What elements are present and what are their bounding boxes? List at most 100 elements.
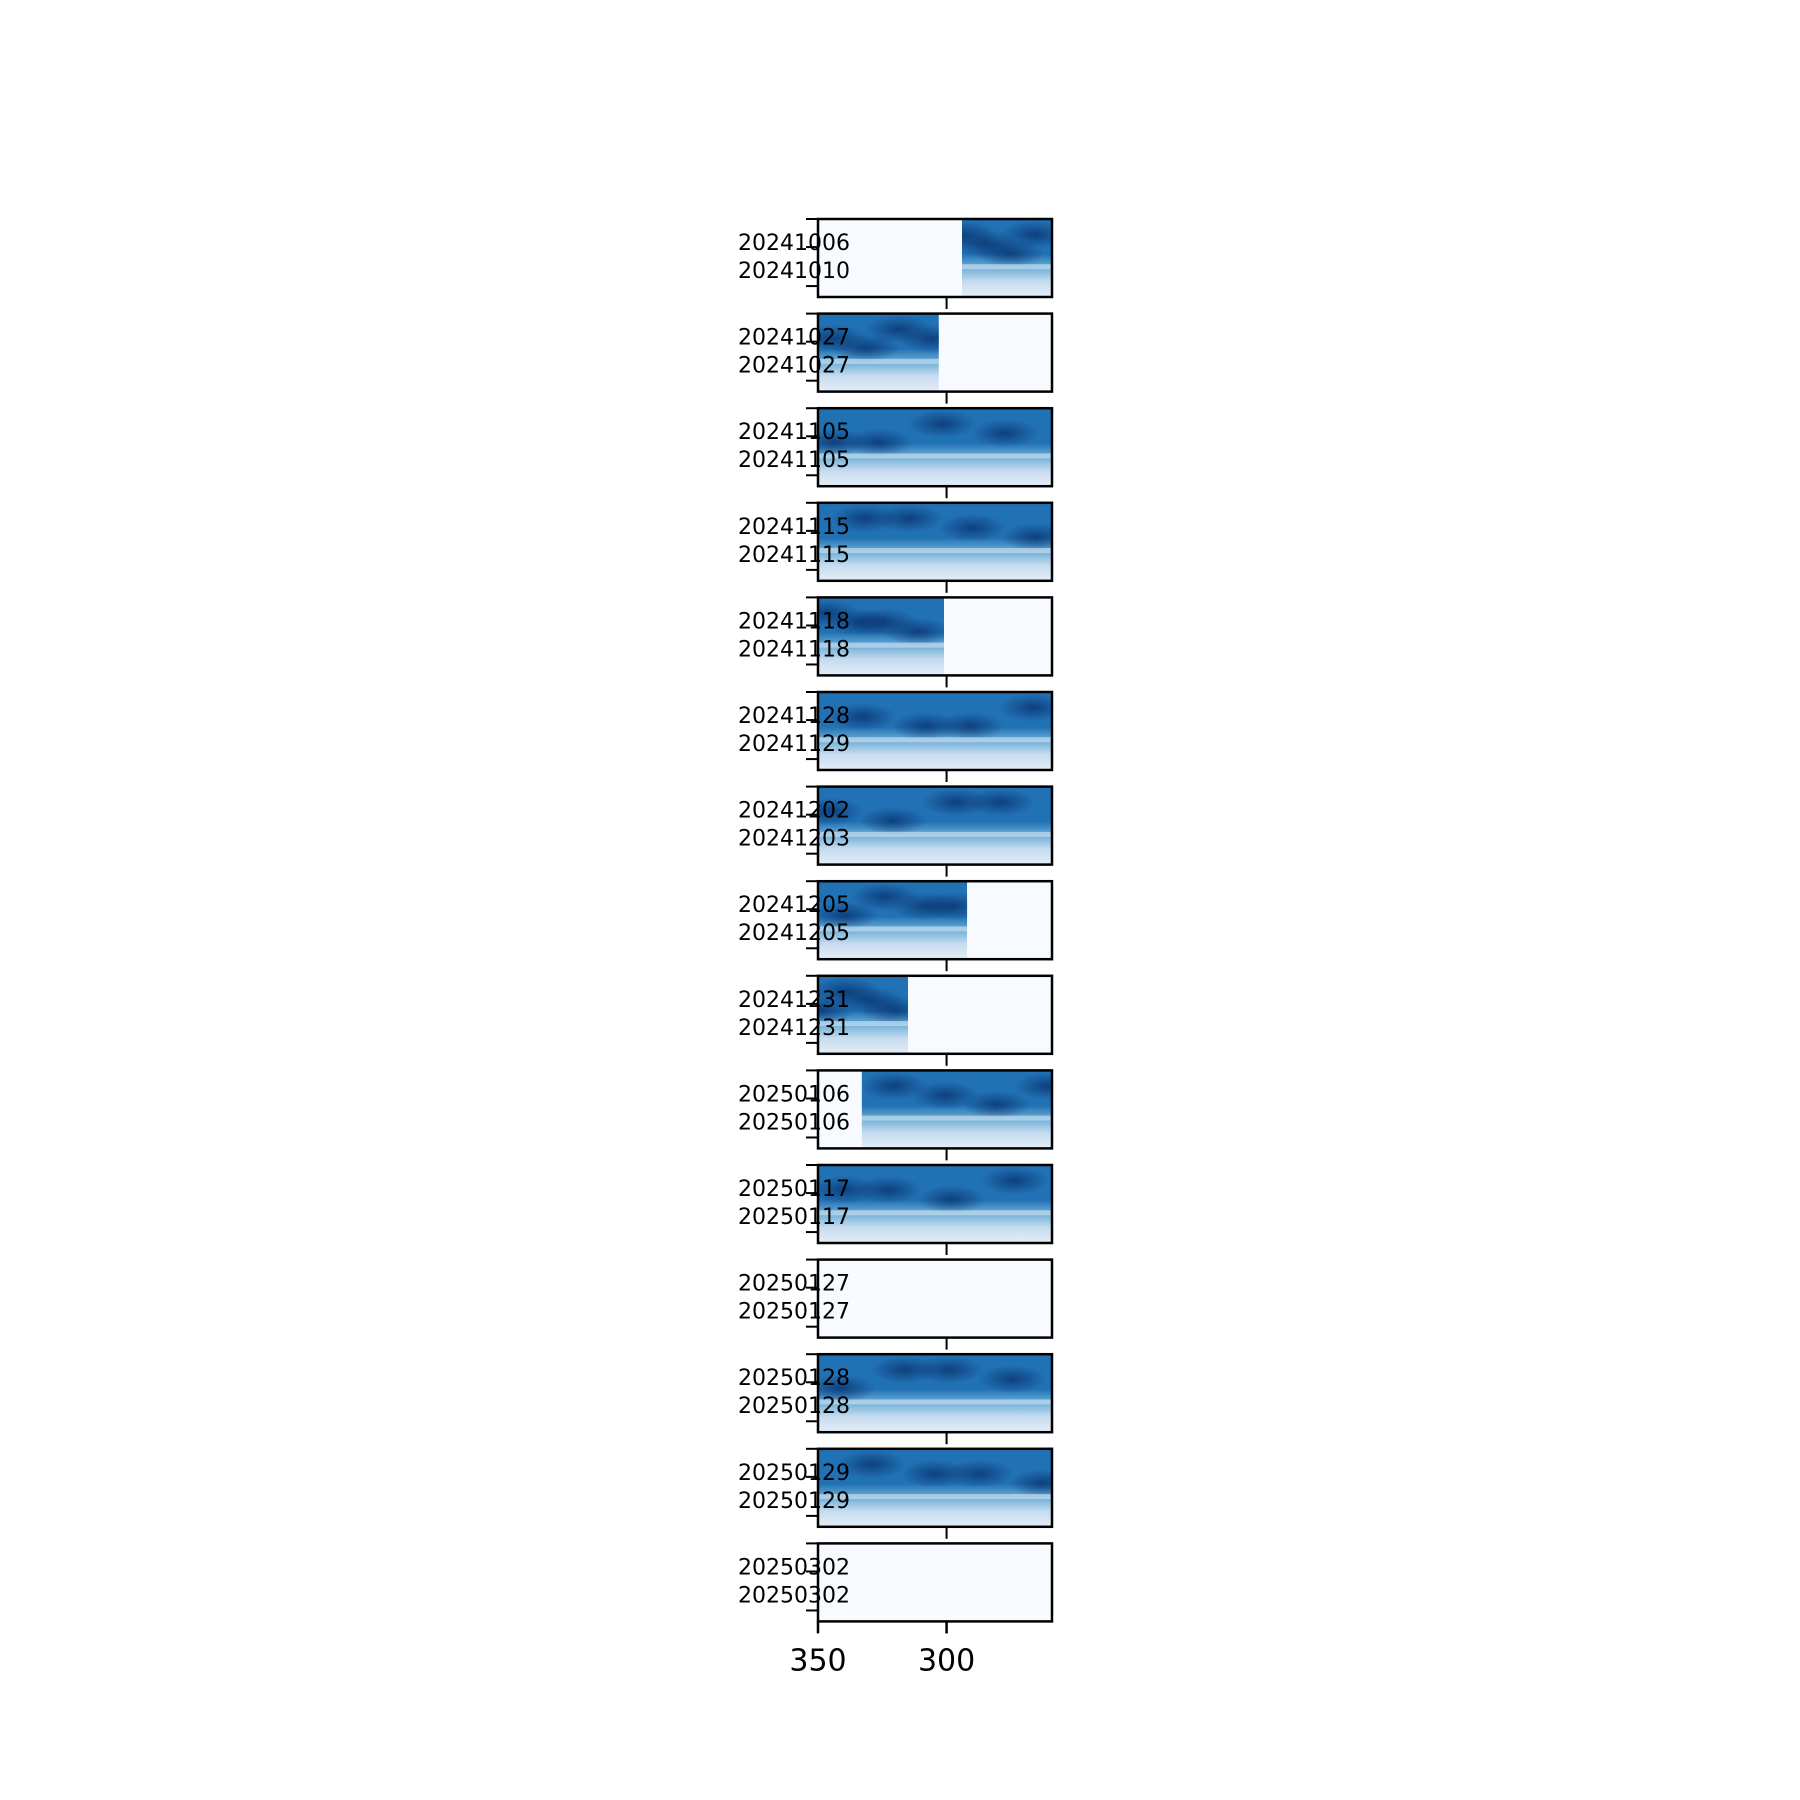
- heatmap-panel: 20241105 20241105: [738, 406, 1054, 499]
- end-date-label: 20241027: [738, 354, 850, 379]
- end-date-label: 20250117: [738, 1205, 850, 1230]
- panel-texture: [891, 712, 960, 741]
- panel-texture: [1008, 1469, 1052, 1498]
- panel-light-band: [818, 453, 1052, 459]
- end-date-label: 20241118: [738, 637, 850, 662]
- panel-light-band: [818, 548, 1052, 554]
- heatmap-panel: 20241202 20241203: [738, 785, 1054, 877]
- panel-frame: [816, 1258, 1054, 1339]
- panel-texture: [818, 901, 879, 930]
- panel-texture: [825, 608, 894, 637]
- start-date-label: 20241202: [738, 799, 850, 824]
- panel-light-band: [818, 1494, 1052, 1500]
- heatmap-panel: 20241006 20241010: [738, 217, 1054, 309]
- panel-light-band: [818, 1021, 908, 1027]
- heatmap-panel: 20241118 20241118: [738, 596, 1054, 688]
- end-date-label: 20241105: [738, 448, 850, 473]
- end-date-label: 20250129: [738, 1489, 850, 1514]
- panel-light-band: [818, 1210, 1052, 1216]
- start-date-label: 20250127: [738, 1272, 850, 1297]
- panel-texture: [971, 419, 1040, 448]
- end-date-label: 20241129: [738, 732, 850, 757]
- panel-light-band: [962, 264, 1052, 270]
- start-date-label: 20241118: [738, 609, 850, 634]
- panel-data-region: [818, 1448, 1052, 1527]
- end-date-label: 20241115: [738, 543, 850, 568]
- end-date-label: 20250302: [738, 1583, 850, 1608]
- panel-texture: [818, 797, 864, 826]
- panel-texture: [978, 1365, 1047, 1394]
- panel-texture: [1001, 523, 1052, 552]
- heatmap-panel: 20241231 20241231: [738, 974, 1054, 1066]
- end-date-label: 20250127: [738, 1300, 850, 1325]
- panel-light-band: [818, 926, 968, 932]
- panel-texture: [999, 693, 1052, 722]
- panel-frame: [816, 1069, 1054, 1150]
- panel-texture: [1000, 220, 1052, 249]
- end-date-label: 20241205: [738, 921, 850, 946]
- panel-data-region: [818, 408, 1052, 487]
- start-date-label: 20250128: [738, 1366, 850, 1391]
- panel-frame: [816, 312, 1054, 393]
- panel-data-region: [962, 219, 1052, 297]
- panel-data-region: [818, 786, 1052, 865]
- panel-data-region: [818, 975, 908, 1054]
- heatmap-panel: 20250127 20250127: [738, 1258, 1054, 1350]
- panel-texture: [938, 513, 1007, 542]
- panel-data-region: [818, 597, 944, 676]
- panel-light-band: [861, 1115, 1052, 1121]
- start-date-label: 20241128: [738, 704, 850, 729]
- start-date-label: 20250106: [738, 1082, 850, 1107]
- x-axis-tick-label: 350: [789, 1643, 846, 1678]
- end-date-label: 20241231: [738, 1016, 850, 1041]
- panel-texture: [818, 428, 869, 457]
- heatmap-panel: 20250302 20250302: [738, 1542, 1054, 1634]
- panel-light-band: [818, 358, 939, 364]
- panel-frame: [816, 974, 1054, 1056]
- panel-frame: [816, 879, 1054, 961]
- heatmap-panel: 20250128 20250128: [738, 1352, 1054, 1445]
- heatmap-panel: 20241128 20241129: [738, 690, 1054, 782]
- panel-texture: [858, 806, 927, 835]
- panel-texture: [830, 504, 899, 533]
- start-date-label: 20241027: [738, 326, 850, 351]
- panel-frame: [816, 785, 1054, 866]
- panel-frame: [816, 1542, 1054, 1623]
- panel-texture: [901, 1459, 969, 1488]
- panel-data-region: [861, 1070, 1053, 1149]
- panel-texture: [980, 1166, 1049, 1195]
- panel-frame: [816, 217, 1054, 299]
- heatmap-panel: 20241205 20241205: [738, 879, 1054, 972]
- panel-texture: [908, 409, 977, 438]
- x-axis-tick-label: 300: [918, 1643, 975, 1678]
- panel-data-region: [818, 502, 1052, 581]
- panel-texture: [870, 1355, 939, 1384]
- panel-texture: [828, 702, 897, 731]
- heatmap-panels: 20241006 20241010 20241027 20241027 20241105…: [738, 217, 1054, 1634]
- start-date-label: 20241115: [738, 515, 850, 540]
- panel-frame: [816, 501, 1054, 583]
- panel-frame: [816, 596, 1054, 677]
- start-date-label: 20250117: [738, 1177, 850, 1202]
- heatmap-panel: 20250117 20250117: [738, 1163, 1054, 1255]
- panel-texture: [897, 324, 939, 353]
- end-date-label: 20250106: [738, 1110, 850, 1135]
- panel-frame: [816, 1352, 1054, 1434]
- panel-texture: [922, 788, 991, 817]
- panel-frame: [816, 1163, 1054, 1245]
- x-axis: 350 300: [789, 1621, 975, 1678]
- panel-data-region: [818, 881, 968, 960]
- start-date-label: 20241105: [738, 420, 850, 445]
- panel-texture: [837, 1450, 906, 1479]
- panel-data-region: [818, 1354, 1052, 1433]
- panel-data-region: [818, 1165, 1052, 1243]
- panel-texture: [860, 996, 908, 1025]
- start-date-label: 20250302: [738, 1555, 850, 1580]
- panel-data-region: [818, 313, 939, 392]
- heatmap-panel: 20250129 20250129: [738, 1447, 1054, 1539]
- panel-light-band: [818, 831, 1052, 837]
- panel-frame: [816, 690, 1054, 772]
- end-date-label: 20241203: [738, 827, 850, 852]
- panel-texture: [911, 1081, 980, 1110]
